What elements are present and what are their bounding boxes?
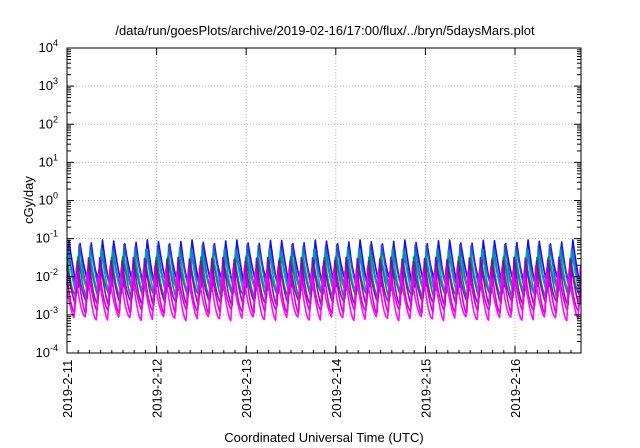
series-line	[66, 271, 582, 322]
plot-frame	[66, 47, 582, 354]
y-axis: 10-4 10-3 10-2 10-1 100 101 102 103 104	[36, 38, 581, 360]
y-tick-label: 101	[39, 152, 58, 169]
x-tick-label: 2019-2-13	[239, 359, 254, 418]
x-tick-label: 2019-2-14	[329, 359, 344, 418]
x-tick-label: 2019-2-15	[418, 359, 433, 418]
y-axis-label: cGy/day	[21, 176, 36, 224]
x-tick-label: 2019-2-12	[150, 359, 165, 418]
y-tick-label: 10-1	[36, 229, 58, 246]
x-tick-label: 2019-2-16	[508, 359, 523, 418]
series-group	[66, 239, 582, 322]
y-tick-label: 103	[39, 76, 58, 93]
chart-title: /data/run/goesPlots/archive/2019-02-16/1…	[115, 23, 535, 38]
y-tick-label: 10-4	[36, 343, 58, 360]
y-tick-label: 100	[39, 191, 58, 208]
grid	[67, 48, 581, 353]
y-tick-label: 10-3	[36, 305, 58, 322]
x-axis: 2019-2-11 2019-2-12 2019-2-13 2019-2-14 2019…	[60, 48, 572, 418]
x-tick-label: 2019-2-11	[60, 360, 75, 418]
y-tick-label: 104	[39, 38, 58, 55]
y-tick-label: 102	[39, 114, 58, 131]
x-axis-label: Coordinated Universal Time (UTC)	[224, 430, 423, 445]
y-tick-label: 10-2	[36, 267, 58, 284]
